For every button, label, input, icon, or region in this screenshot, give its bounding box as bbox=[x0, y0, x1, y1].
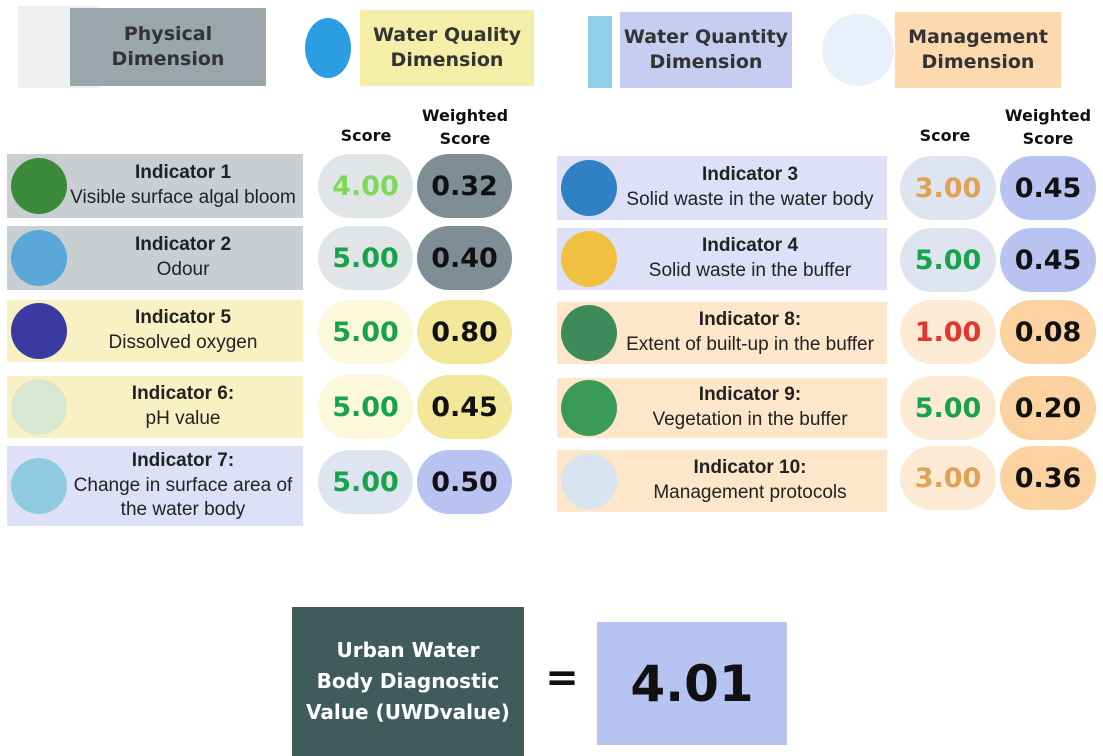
weighted-score: 0.45 bbox=[1000, 156, 1096, 220]
column-header: Weighted Score bbox=[1004, 106, 1092, 149]
indicator-title: Indicator 5 bbox=[134, 307, 232, 329]
indicator-description: Dissolved oxygen bbox=[108, 332, 258, 353]
indicator-icon bbox=[11, 158, 67, 214]
icon bbox=[305, 18, 351, 78]
indicator-title: Indicator 7: bbox=[131, 449, 235, 471]
indicator-label: Indicator 6: pH value bbox=[7, 376, 303, 438]
column-header: Score bbox=[340, 126, 392, 145]
score: 3.00 bbox=[900, 156, 996, 220]
indicator-icon bbox=[561, 231, 617, 287]
indicator-description: Solid waste in the buffer bbox=[648, 260, 852, 281]
indicator-title: Indicator 9: bbox=[698, 384, 802, 406]
indicator-title: Indicator 10: bbox=[693, 457, 807, 479]
indicator-title: Indicator 4 bbox=[701, 235, 799, 257]
score: 4.00 bbox=[318, 154, 413, 218]
equals: = bbox=[545, 655, 579, 701]
score: 5.00 bbox=[318, 226, 413, 290]
score: 3.00 bbox=[900, 446, 996, 510]
legend-item: Water Quality Dimension bbox=[360, 10, 534, 86]
weighted-score: 0.08 bbox=[1000, 300, 1096, 364]
indicator-title: Indicator 8: bbox=[698, 309, 802, 331]
score: 5.00 bbox=[900, 228, 996, 292]
weighted-score: 0.45 bbox=[1000, 228, 1096, 292]
indicator-description: Vegetation in the buffer bbox=[652, 409, 848, 430]
legend-item: Physical Dimension bbox=[70, 8, 266, 86]
indicator-description: Odour bbox=[156, 259, 210, 280]
indicator-description: Solid waste in the water body bbox=[626, 189, 874, 210]
indicator-description: pH value bbox=[145, 408, 221, 429]
indicator-title: Indicator 1 bbox=[134, 162, 232, 184]
indicator-description: Visible surface algal bloom bbox=[70, 187, 296, 208]
score: 5.00 bbox=[900, 376, 996, 440]
legend-item: Water Quantity Dimension bbox=[620, 12, 792, 88]
legend-item: Management Dimension bbox=[895, 12, 1061, 88]
indicator-icon bbox=[11, 458, 67, 514]
indicator-icon bbox=[561, 380, 617, 436]
indicator-title: Indicator 6: bbox=[131, 383, 235, 405]
indicator-icon bbox=[561, 305, 617, 361]
score: 5.00 bbox=[318, 375, 413, 439]
indicator-label: Indicator 9: Vegetation in the buffer bbox=[557, 378, 887, 438]
weighted-score: 0.45 bbox=[417, 375, 512, 439]
indicator-description: Change in surface area of the water body bbox=[73, 474, 293, 521]
icon bbox=[588, 16, 612, 88]
indicator-icon bbox=[11, 230, 67, 286]
weighted-score: 0.40 bbox=[417, 226, 512, 290]
indicator-icon bbox=[11, 379, 67, 435]
result-label: Urban Water Body Diagnostic Value (UWDva… bbox=[292, 607, 524, 756]
indicator-icon bbox=[561, 453, 617, 509]
indicator-description: Management protocols bbox=[653, 482, 847, 503]
column-header: Score bbox=[919, 126, 971, 145]
result-value: 4.01 bbox=[597, 622, 787, 745]
column-header: Weighted Score bbox=[421, 106, 509, 149]
score: 1.00 bbox=[900, 300, 996, 364]
indicator-description: Extent of built-up in the buffer bbox=[626, 334, 874, 355]
score: 5.00 bbox=[318, 300, 413, 364]
weighted-score: 0.20 bbox=[1000, 376, 1096, 440]
indicator-title: Indicator 3 bbox=[701, 164, 799, 186]
weighted-score: 0.80 bbox=[417, 300, 512, 364]
indicator-title: Indicator 2 bbox=[134, 234, 232, 256]
indicator-icon bbox=[561, 160, 617, 216]
weighted-score: 0.36 bbox=[1000, 446, 1096, 510]
weighted-score: 0.32 bbox=[417, 154, 512, 218]
weighted-score: 0.50 bbox=[417, 450, 512, 514]
score: 5.00 bbox=[318, 450, 413, 514]
icon bbox=[822, 14, 894, 86]
indicator-icon bbox=[11, 303, 67, 359]
